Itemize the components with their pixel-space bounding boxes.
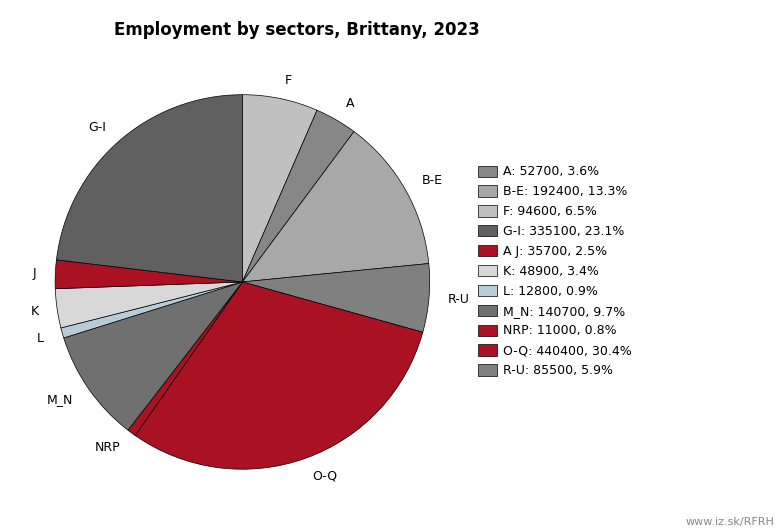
Wedge shape bbox=[61, 282, 242, 338]
Text: L: L bbox=[38, 331, 45, 345]
Text: Employment by sectors, Brittany, 2023: Employment by sectors, Brittany, 2023 bbox=[114, 21, 480, 39]
Wedge shape bbox=[135, 282, 423, 469]
Text: B-E: B-E bbox=[421, 174, 443, 187]
Wedge shape bbox=[56, 260, 242, 289]
Wedge shape bbox=[242, 131, 429, 282]
Text: F: F bbox=[285, 74, 292, 87]
Text: A: A bbox=[346, 97, 354, 110]
Text: NRP: NRP bbox=[95, 442, 120, 454]
Wedge shape bbox=[56, 282, 242, 328]
Text: G-I: G-I bbox=[88, 121, 106, 135]
Legend: A: 52700, 3.6%, B-E: 192400, 13.3%, F: 94600, 6.5%, G-I: 335100, 23.1%, A J: 357: A: 52700, 3.6%, B-E: 192400, 13.3%, F: 9… bbox=[475, 163, 634, 380]
Text: K: K bbox=[30, 305, 38, 318]
Wedge shape bbox=[56, 95, 242, 282]
Wedge shape bbox=[128, 282, 242, 436]
Text: M_N: M_N bbox=[47, 393, 74, 406]
Wedge shape bbox=[242, 95, 317, 282]
Text: J: J bbox=[33, 267, 37, 280]
Text: www.iz.sk/RFRH: www.iz.sk/RFRH bbox=[685, 517, 774, 527]
Text: O-Q: O-Q bbox=[312, 469, 337, 483]
Text: R-U: R-U bbox=[447, 293, 469, 306]
Wedge shape bbox=[63, 282, 242, 430]
Wedge shape bbox=[242, 110, 354, 282]
Wedge shape bbox=[242, 263, 429, 332]
